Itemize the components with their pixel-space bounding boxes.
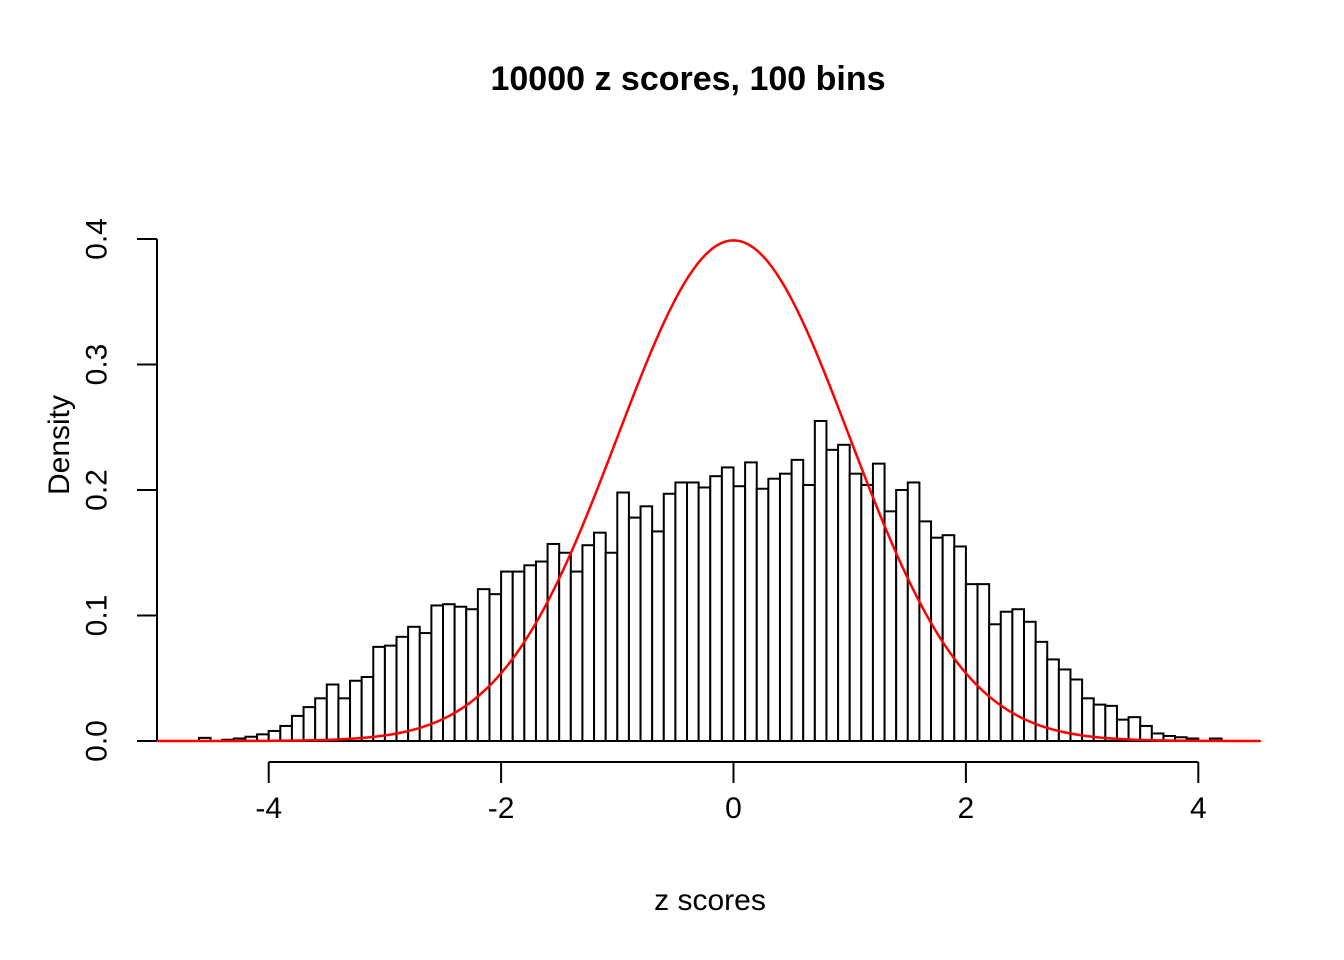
histogram-bar	[778, 472, 793, 742]
histogram-bar	[465, 608, 479, 742]
histogram-bar	[755, 487, 770, 742]
histogram-bar	[744, 461, 758, 742]
histogram-bar	[453, 605, 468, 743]
histogram-bar	[767, 477, 781, 742]
histogram-bar	[314, 697, 328, 743]
histogram-bar	[883, 510, 898, 742]
histogram-bar	[1127, 716, 1142, 743]
histogram-bar	[267, 729, 282, 743]
histogram-bar	[349, 679, 363, 743]
histogram-bar	[442, 603, 456, 743]
chart-title: 10000 z scores, 100 bins	[490, 60, 886, 98]
histogram-bar	[906, 481, 921, 742]
y-tick-label: 0.1	[81, 595, 114, 637]
histogram-bar	[593, 531, 607, 742]
y-axis-label: Density	[43, 394, 76, 496]
histogram-bar	[790, 458, 805, 742]
histogram-bar	[871, 462, 886, 742]
histogram-bar	[488, 593, 503, 742]
histogram-bar	[941, 534, 956, 742]
histogram-bar	[802, 483, 816, 742]
histogram-bar	[302, 706, 317, 742]
histogram-bar	[325, 683, 340, 743]
y-tick-label: 0.0	[81, 720, 114, 762]
histogram-bar	[476, 588, 491, 743]
histogram-bar	[558, 551, 572, 742]
histogram-bar	[546, 542, 561, 743]
y-tick-label: 0.4	[81, 218, 114, 260]
histogram-bar	[360, 675, 375, 742]
histogram-bar	[825, 448, 840, 742]
histogram-bar	[918, 520, 933, 742]
histogram-bar	[604, 551, 619, 742]
histogram-bar	[1011, 608, 1026, 742]
histogram-bar	[999, 610, 1014, 742]
histogram-bar	[407, 625, 421, 742]
histogram-bar	[697, 486, 712, 742]
histogram-bar	[988, 623, 1002, 742]
x-tick-label: -4	[255, 792, 282, 825]
histogram-bar	[569, 570, 584, 743]
histogram-bar	[639, 505, 654, 742]
histogram-bar	[395, 635, 410, 743]
histogram-bar	[813, 419, 828, 742]
histogram-bar	[848, 472, 863, 742]
histogram-bar	[500, 570, 514, 743]
histogram-bar	[279, 724, 293, 743]
histogram-bar	[720, 466, 735, 742]
histogram-bar	[895, 489, 909, 742]
y-tick-label: 0.3	[81, 344, 114, 386]
histogram-bar	[616, 491, 630, 743]
x-tick-label: 2	[958, 792, 975, 825]
histogram-bar	[662, 492, 677, 743]
histogram-bar	[1092, 703, 1107, 742]
histogram-bar	[383, 644, 398, 742]
histogram-bar	[837, 443, 851, 742]
histogram-bar	[337, 697, 352, 743]
histogram-bar	[290, 714, 305, 743]
histogram-bar	[674, 481, 689, 742]
histogram-bar	[534, 560, 549, 742]
x-axis-label: z scores	[654, 884, 766, 917]
normal-curve	[157, 239, 1262, 743]
histogram-bar	[523, 564, 537, 742]
histogram-bar	[581, 544, 596, 742]
y-tick-label: 0.2	[81, 469, 114, 511]
histogram-bar	[964, 583, 979, 742]
histogram-bar	[953, 545, 967, 742]
histogram-bar	[732, 485, 747, 742]
histogram-bar	[860, 483, 874, 742]
histogram-bar	[709, 475, 723, 742]
histogram-bar	[686, 481, 700, 742]
x-tick-label: 4	[1190, 792, 1207, 825]
x-tick-label: 0	[725, 792, 742, 825]
x-tick-label: -2	[488, 792, 515, 825]
histogram-bar	[651, 530, 665, 742]
histogram-bar	[372, 645, 386, 742]
histogram-bar	[1104, 704, 1118, 742]
histogram-bar	[627, 516, 642, 742]
histogram-bar	[1069, 678, 1084, 743]
histogram-bar	[976, 583, 991, 742]
